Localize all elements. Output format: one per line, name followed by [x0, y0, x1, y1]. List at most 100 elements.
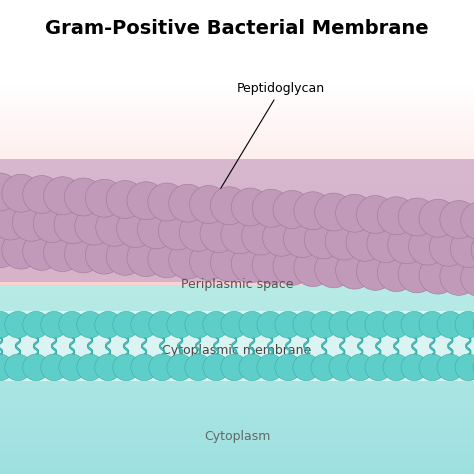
- Circle shape: [275, 311, 301, 338]
- Text: Gram-Positive Bacterial Membrane: Gram-Positive Bacterial Membrane: [45, 19, 429, 38]
- Circle shape: [148, 240, 186, 278]
- Circle shape: [95, 354, 121, 381]
- Circle shape: [148, 183, 186, 221]
- Circle shape: [167, 311, 193, 338]
- Circle shape: [185, 354, 211, 381]
- Circle shape: [106, 181, 144, 219]
- Circle shape: [44, 177, 82, 215]
- Circle shape: [315, 193, 353, 231]
- Circle shape: [0, 202, 29, 240]
- Bar: [0, 159, 474, 282]
- Circle shape: [41, 354, 67, 381]
- Circle shape: [311, 354, 337, 381]
- Circle shape: [329, 311, 356, 338]
- Circle shape: [383, 354, 410, 381]
- Circle shape: [461, 202, 474, 240]
- Circle shape: [329, 354, 356, 381]
- Circle shape: [5, 354, 31, 381]
- Circle shape: [117, 210, 155, 247]
- Circle shape: [149, 354, 175, 381]
- Circle shape: [356, 196, 394, 234]
- Circle shape: [455, 354, 474, 381]
- Circle shape: [2, 231, 40, 269]
- Circle shape: [0, 354, 13, 381]
- Circle shape: [429, 228, 467, 266]
- Circle shape: [239, 311, 265, 338]
- Circle shape: [440, 257, 474, 295]
- Circle shape: [252, 189, 290, 227]
- Circle shape: [257, 311, 283, 338]
- Circle shape: [59, 311, 85, 338]
- Circle shape: [12, 203, 50, 241]
- Circle shape: [185, 311, 211, 338]
- Circle shape: [190, 185, 228, 223]
- Circle shape: [137, 211, 175, 249]
- Circle shape: [169, 241, 207, 279]
- Circle shape: [263, 219, 301, 256]
- Circle shape: [77, 354, 103, 381]
- Circle shape: [273, 191, 311, 228]
- Circle shape: [283, 219, 321, 257]
- Circle shape: [231, 245, 269, 283]
- Circle shape: [304, 221, 342, 259]
- Circle shape: [0, 173, 19, 211]
- Circle shape: [85, 236, 123, 274]
- Circle shape: [419, 199, 457, 237]
- Circle shape: [106, 237, 144, 275]
- Circle shape: [96, 209, 134, 246]
- Circle shape: [221, 216, 259, 254]
- Circle shape: [23, 175, 61, 213]
- Circle shape: [149, 311, 175, 338]
- Circle shape: [5, 311, 31, 338]
- Circle shape: [367, 225, 405, 263]
- Circle shape: [23, 311, 49, 338]
- Circle shape: [23, 232, 61, 270]
- Circle shape: [419, 256, 457, 294]
- Circle shape: [44, 234, 82, 272]
- Circle shape: [347, 311, 374, 338]
- Circle shape: [127, 182, 165, 219]
- Circle shape: [210, 244, 248, 282]
- Circle shape: [365, 354, 392, 381]
- Circle shape: [398, 198, 436, 236]
- Circle shape: [75, 207, 113, 245]
- Circle shape: [419, 311, 446, 338]
- Text: Periplasmic space: Periplasmic space: [181, 278, 293, 291]
- Text: Cytoplasmic membrane: Cytoplasmic membrane: [163, 344, 311, 357]
- Circle shape: [252, 246, 290, 284]
- Circle shape: [398, 255, 436, 293]
- Circle shape: [2, 174, 40, 212]
- Circle shape: [0, 201, 9, 239]
- Circle shape: [231, 188, 269, 226]
- Circle shape: [419, 354, 446, 381]
- Circle shape: [346, 223, 384, 261]
- Circle shape: [33, 205, 71, 243]
- Circle shape: [167, 354, 193, 381]
- Circle shape: [294, 249, 332, 287]
- Circle shape: [221, 311, 247, 338]
- Circle shape: [388, 226, 426, 264]
- Circle shape: [0, 311, 13, 338]
- Circle shape: [203, 311, 229, 338]
- Circle shape: [294, 192, 332, 230]
- Circle shape: [113, 311, 139, 338]
- Circle shape: [401, 354, 428, 381]
- Circle shape: [275, 354, 301, 381]
- Circle shape: [203, 354, 229, 381]
- Circle shape: [455, 311, 474, 338]
- Circle shape: [461, 259, 474, 297]
- Circle shape: [377, 254, 415, 292]
- Circle shape: [54, 206, 92, 244]
- Circle shape: [179, 213, 217, 251]
- Circle shape: [401, 311, 428, 338]
- Circle shape: [473, 354, 474, 381]
- Circle shape: [190, 242, 228, 280]
- Circle shape: [95, 311, 121, 338]
- Circle shape: [409, 227, 447, 265]
- Circle shape: [311, 311, 337, 338]
- Circle shape: [356, 253, 394, 291]
- Circle shape: [437, 311, 464, 338]
- Circle shape: [315, 250, 353, 288]
- Circle shape: [383, 311, 410, 338]
- Circle shape: [293, 354, 319, 381]
